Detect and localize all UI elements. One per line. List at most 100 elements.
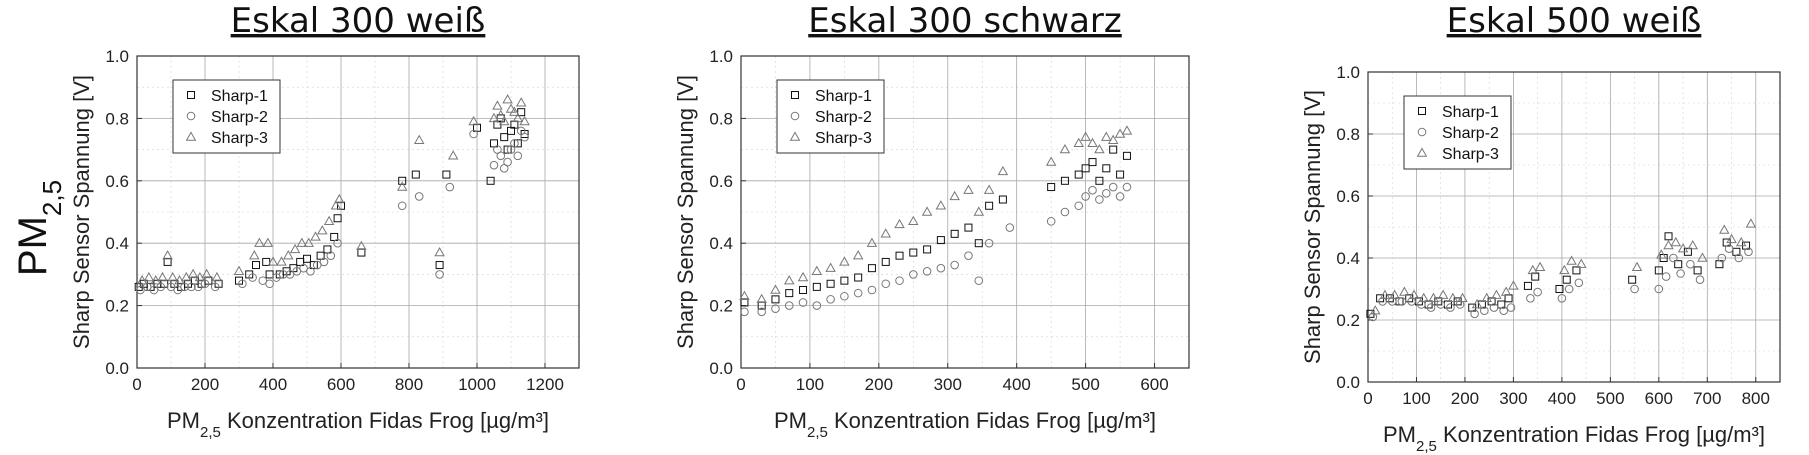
data-point-sharp-2 [1695,275,1705,285]
data-point-sharp-2 [757,307,766,317]
data-point-sharp-1 [1628,275,1637,284]
data-point-sharp-3 [811,265,823,275]
data-point-sharp-2 [319,257,329,267]
data-point-sharp-2 [840,291,849,301]
data-point-sharp-3 [181,271,192,282]
data-point-sharp-3 [839,256,850,266]
data-point-sharp-1 [303,254,311,263]
data-point-sharp-3 [254,237,265,247]
data-point-sharp-2 [496,151,506,161]
chart-title: Eskal 500 weiß [1447,1,1702,41]
y-tick-label: 0.8 [709,109,733,128]
data-point-sharp-1 [974,239,983,248]
data-point-sharp-2 [909,270,918,279]
data-point-sharp-2 [265,279,274,289]
chart-panel-2: Eskal 300 schwarz 0 100 200 300 400 500 600 0.0 0… [673,1,1190,441]
x-tick-label: 100 [1402,389,1430,408]
data-point-sharp-3 [396,181,408,191]
data-point-sharp-1 [309,261,318,270]
data-point-sharp-1 [435,261,444,270]
data-point-sharp-3 [949,190,960,201]
data-point-sharp-3 [1508,280,1519,290]
data-point-sharp-2 [1074,201,1084,211]
data-point-sharp-2 [1436,300,1446,309]
data-point-sharp-3 [825,262,836,272]
y-tick-label: 0.4 [105,234,129,253]
data-point-sharp-1 [840,276,849,285]
data-point-sharp-3 [997,165,1009,176]
data-point-sharp-3 [515,97,527,107]
data-point-sharp-3 [519,115,530,126]
legend-box [776,79,885,154]
x-tick-label: 600 [1645,389,1673,408]
data-point-sharp-3 [1080,131,1091,141]
data-point-sharp-1 [740,298,749,307]
data-point-sharp-3 [1663,239,1674,250]
legend-marker-sharp-1 [791,91,799,99]
data-point-sharp-3 [963,184,974,194]
data-point-sharp-2 [964,251,973,260]
x-axis-label: PM2,5 Konzentration Fidas Frog [µg/m³] [1383,422,1765,455]
data-point-sharp-1 [163,257,172,266]
data-point-sharp-1 [357,248,366,257]
data-point-sharp-2 [867,285,877,295]
data-point-sharp-1 [1562,275,1571,284]
data-point-sharp-2 [326,251,336,260]
data-point-sharp-1 [1674,260,1683,269]
data-point-sharp-1 [1060,176,1069,185]
data-point-sharp-2 [881,279,891,289]
data-point-sharp-2 [166,282,176,292]
data-point-sharp-1 [316,251,325,260]
data-point-sharp-3 [233,265,245,275]
data-point-sharp-2 [1533,287,1542,297]
data-point-sharp-3 [267,256,279,266]
legend-label: Sharp-2 [815,109,872,126]
data-point-sharp-2 [333,238,342,248]
data-point-sharp-2 [1506,303,1516,312]
data-point-sharp-2 [1378,297,1387,306]
data-point-sharp-2 [1407,297,1416,306]
data-point-sharp-3 [310,231,321,241]
data-point-sharp-3 [1418,292,1429,302]
legend-label: Sharp-3 [211,130,268,147]
data-point-sharp-1 [513,139,522,148]
legend: Sharp-1 Sharp-2 Sharp-3 [1403,95,1512,170]
data-point-sharp-2 [173,285,183,295]
data-point-sharp-2 [1060,207,1070,217]
data-point-sharp-3 [512,112,524,123]
data-point-sharp-2 [292,266,302,276]
data-point-sharp-3 [150,275,161,285]
y-tick-label: 0.6 [709,172,733,191]
x-tick-label: 0 [736,375,745,394]
data-point-sharp-2 [414,192,424,201]
data-point-sharp-3 [262,237,274,247]
data-point-sharp-2 [1734,253,1744,263]
data-point-sharp-3 [1719,224,1730,234]
x-tick-label: 500 [1596,389,1624,408]
data-point-sharp-2 [1676,269,1685,278]
data-point-sharp-2 [922,266,932,276]
data-point-sharp-3 [447,150,459,160]
data-point-sharp-1 [1555,285,1564,293]
data-point-sharp-1 [1088,158,1097,167]
data-point-sharp-3 [1566,255,1577,265]
data-point-sharp-2 [299,263,308,273]
data-point-sharp-2 [1526,294,1535,303]
data-point-sharp-3 [194,271,206,282]
data-point-sharp-1 [895,251,904,260]
data-point-sharp-1 [881,257,890,266]
data-point-sharp-3 [136,275,148,285]
data-point-sharp-1 [950,229,959,238]
data-point-sharp-3 [356,240,367,251]
y-tick-label: 0.4 [709,234,733,253]
data-point-sharp-3 [1631,261,1643,271]
data-point-sharp-2 [306,266,315,276]
data-point-sharp-3 [1481,292,1493,302]
data-point-sharp-3 [413,134,425,144]
data-point-sharp-3 [1107,134,1119,144]
data-point-sharp-2 [950,260,959,270]
data-point-sharp-3 [488,112,500,123]
legend-marker-sharp-3 [185,131,197,141]
data-point-sharp-2 [1115,192,1125,201]
x-tick-label: 600 [1140,375,1168,394]
